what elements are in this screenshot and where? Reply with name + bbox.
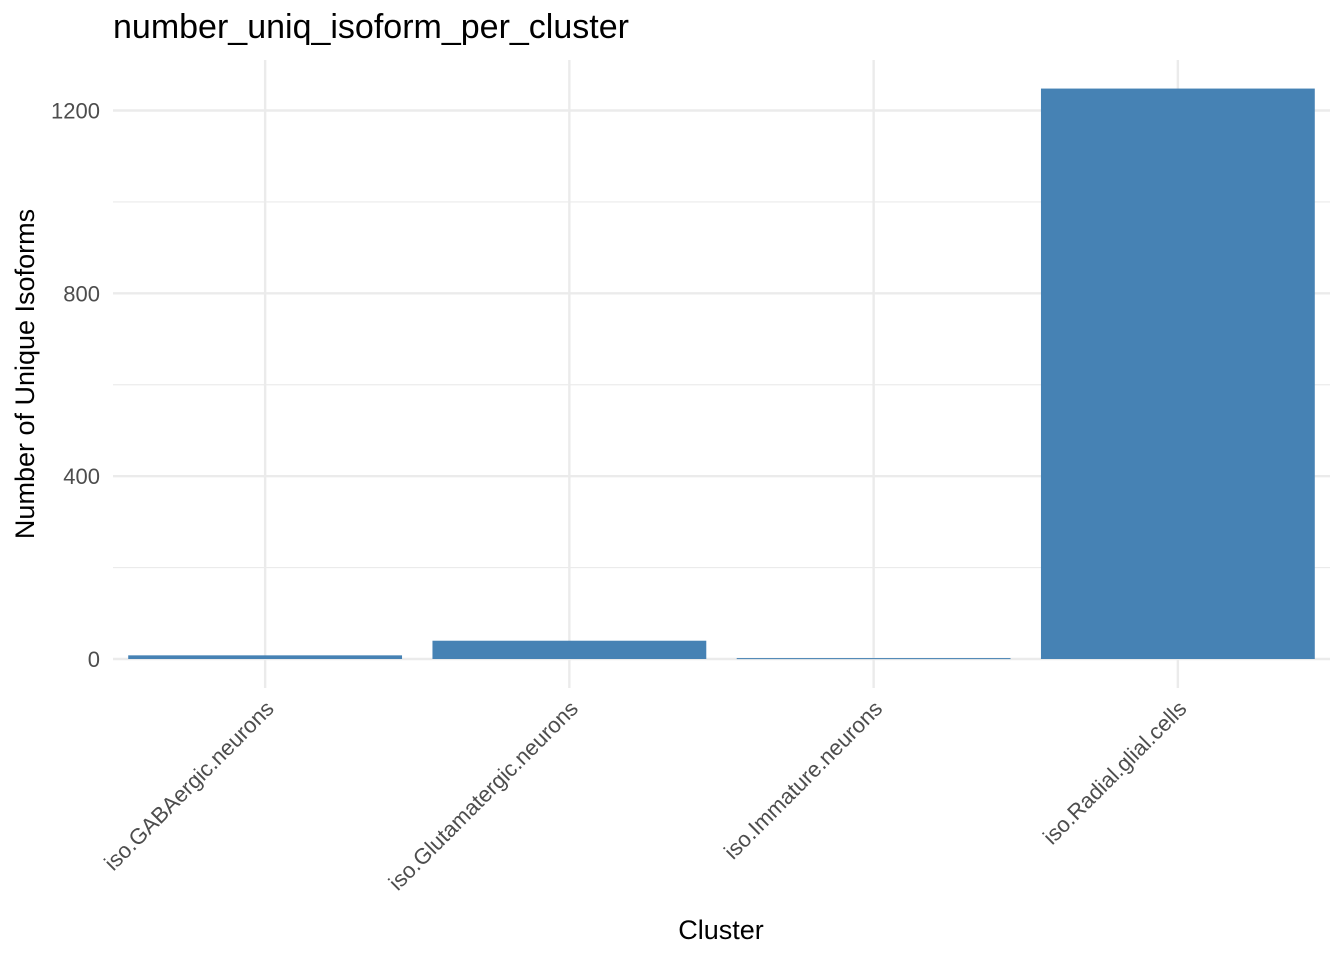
- bar-iso-radial-glial-cells: [1040, 88, 1315, 659]
- x-tick-label: iso.Radial.glial.cells: [1038, 696, 1191, 849]
- x-tick-label: iso.Immature.neurons: [719, 696, 887, 864]
- y-tick-label: 0: [88, 647, 100, 672]
- y-axis-title: Number of Unique Isoforms: [10, 209, 40, 539]
- y-tick-labels: 0 400 800 1200: [51, 99, 100, 673]
- bar-iso-glutamatergic-neurons: [432, 640, 707, 659]
- x-tick-labels: iso.GABAergic.neurons iso.Glutamatergic.n…: [99, 696, 1191, 895]
- bar-layer: [128, 88, 1315, 660]
- y-tick-label: 1200: [51, 99, 100, 124]
- bar-iso-gabaergic-neurons: [128, 655, 403, 659]
- y-tick-label: 800: [63, 281, 100, 306]
- y-tick-label: 400: [63, 464, 100, 489]
- chart-title: number_uniq_isoform_per_cluster: [113, 8, 629, 46]
- x-tick-label: iso.Glutamatergic.neurons: [384, 696, 583, 895]
- bar-iso-immature-neurons: [736, 658, 1011, 660]
- x-axis-title: Cluster: [678, 915, 764, 945]
- x-tick-label: iso.GABAergic.neurons: [99, 696, 278, 875]
